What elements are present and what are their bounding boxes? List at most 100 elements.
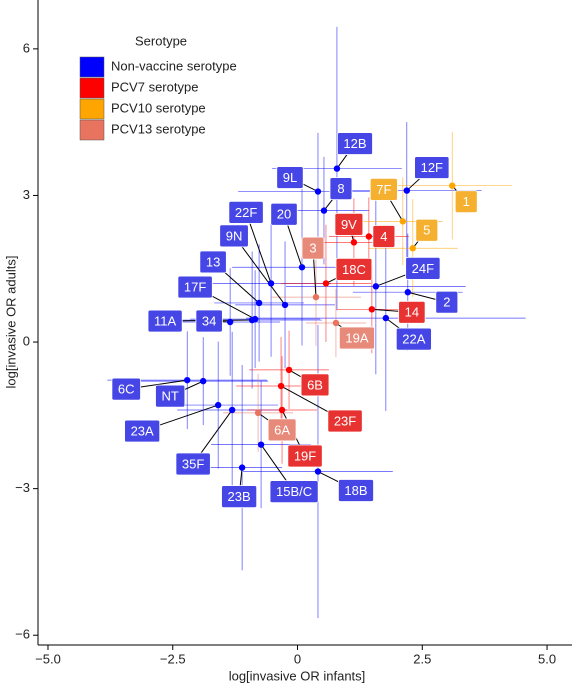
y-axis-title: log[invasive OR adults]: [3, 256, 18, 389]
label-text: NT: [162, 389, 179, 404]
label-text: 35F: [182, 456, 204, 471]
point: [254, 409, 262, 417]
point-label: 14: [398, 300, 426, 324]
label-box: [124, 419, 161, 443]
leader-line: [245, 212, 272, 284]
label-box: [175, 452, 211, 476]
point: [214, 401, 222, 409]
point-label: 6A: [267, 418, 297, 442]
point: [314, 468, 322, 475]
point-label: 35F: [175, 452, 211, 476]
point: [277, 382, 285, 390]
label-text: 12F: [421, 160, 443, 175]
legend-swatch: [79, 119, 105, 141]
point-label: 22F: [228, 201, 264, 224]
label-box: [301, 236, 325, 260]
label-box: [111, 377, 141, 401]
label-box: [329, 177, 353, 201]
legend: Serotype Non-vaccine serotype PCV7 serotyp…: [79, 33, 237, 141]
x-tick-label: 5.0: [538, 651, 556, 666]
label-box: [398, 300, 426, 324]
point: [238, 464, 246, 471]
point: [333, 165, 341, 172]
label-box: [327, 409, 363, 433]
point: [281, 301, 289, 309]
x-axis-title: log[invasive OR infants]: [229, 668, 366, 683]
label-box: [454, 190, 478, 214]
legend-label: Non-vaccine serotype: [111, 58, 237, 73]
point-label: 9V: [334, 212, 364, 236]
label-text: 12B: [343, 136, 366, 151]
label-text: 23F: [334, 413, 356, 428]
label-box: [269, 480, 319, 504]
y-tick-label: 0: [23, 333, 30, 348]
label-text: 6A: [274, 422, 290, 437]
point-label: 9L: [276, 166, 304, 189]
point-label: 17F: [177, 275, 213, 299]
label-text: 15B/C: [276, 484, 312, 499]
label-box: [287, 444, 323, 468]
x-tick-label: −5.0: [35, 651, 61, 666]
label-box: [147, 309, 183, 333]
point: [382, 314, 390, 322]
legend-label: PCV7 serotype: [111, 79, 198, 94]
point-label: 23B: [221, 485, 258, 509]
label-box: [372, 225, 396, 248]
label-box: [369, 177, 398, 201]
label-box: [199, 250, 227, 274]
point-label: 12B: [336, 132, 373, 155]
label-box: [195, 309, 223, 333]
label-text: 1: [463, 194, 470, 209]
label-text: 34: [202, 313, 216, 328]
point-label: 18C: [335, 258, 373, 281]
point: [314, 188, 322, 195]
point: [278, 406, 286, 414]
point-label: 11A: [147, 309, 183, 333]
label-text: 13: [206, 254, 220, 269]
label-text: 9V: [341, 217, 357, 232]
point-label: 34: [195, 309, 223, 333]
point-label: 19A: [338, 326, 375, 350]
label-text: 11A: [154, 313, 176, 328]
point: [228, 406, 236, 414]
point-label: 3: [301, 236, 325, 260]
label-text: 5: [423, 223, 430, 238]
label-text: 6C: [118, 382, 135, 397]
point-label: 9N: [219, 224, 249, 248]
point-label: 6B: [300, 373, 330, 397]
y-tick-label: −3: [15, 480, 30, 495]
legend-title: Serotype: [135, 33, 187, 48]
label-text: 17F: [184, 280, 206, 295]
point-label: 2: [435, 290, 459, 314]
point: [404, 289, 412, 296]
label-text: 22A: [402, 332, 425, 347]
point: [399, 218, 407, 225]
point: [409, 245, 416, 252]
point-label: 23F: [327, 409, 363, 433]
label-box: [336, 132, 373, 155]
point: [350, 239, 358, 246]
label-text: 14: [405, 305, 419, 320]
point-label: 5: [415, 218, 439, 242]
point-label: 4: [372, 225, 396, 248]
label-text: 9L: [283, 170, 297, 185]
label-text: 2: [443, 295, 450, 310]
point-label: 6C: [111, 377, 141, 401]
point-label: 1: [454, 190, 478, 214]
label-box: [276, 166, 304, 189]
label-text: 19A: [345, 330, 368, 345]
label-box: [334, 212, 364, 236]
label-text: 9N: [226, 228, 243, 243]
x-tick-label: 0: [294, 651, 301, 666]
point-label: 22A: [395, 327, 432, 351]
label-box: [228, 201, 264, 224]
label-text: 24F: [412, 261, 434, 276]
point-label: 19F: [287, 444, 323, 468]
point: [184, 376, 191, 384]
point: [365, 233, 373, 240]
point: [257, 441, 265, 448]
label-text: 8: [337, 181, 344, 196]
label-text: 23B: [228, 489, 251, 504]
legend-swatch: [79, 98, 105, 120]
x-tick-label: −2.5: [160, 651, 186, 666]
